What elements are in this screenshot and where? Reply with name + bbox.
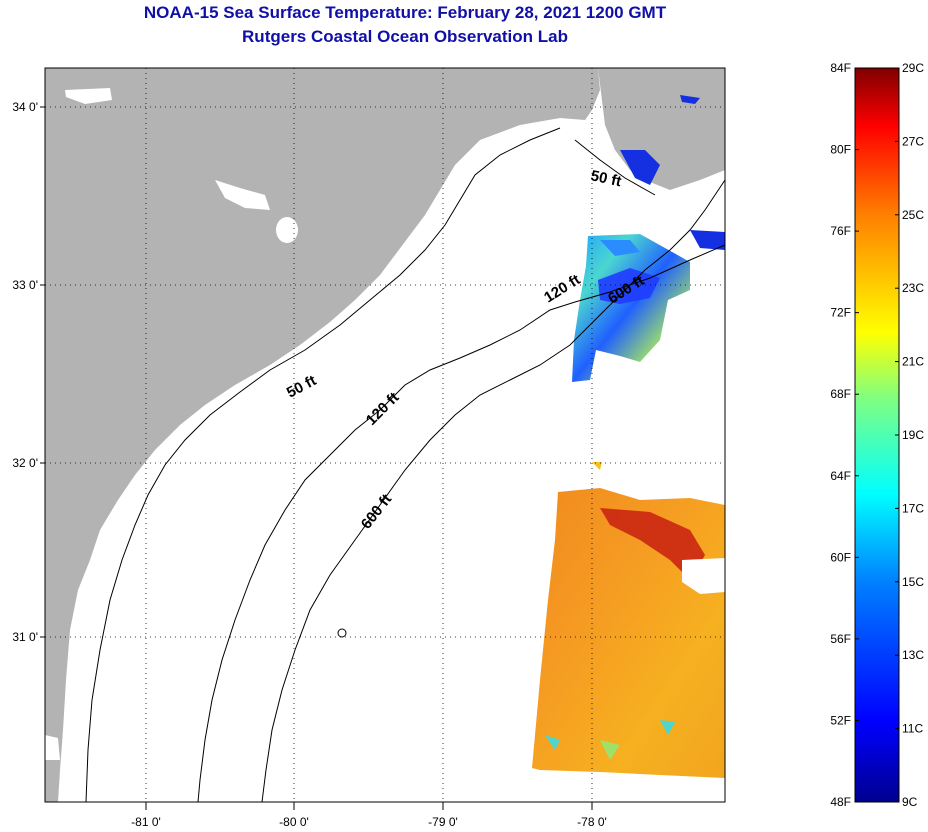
colorbar-c-label: 13C <box>902 648 924 662</box>
colorbar-f-label: 60F <box>830 550 851 564</box>
colorbar-c-label: 27C <box>902 134 924 148</box>
lon-tick-label: -81 0' <box>131 815 161 829</box>
graticule <box>45 68 725 802</box>
colorbar-c-label: 23C <box>902 281 924 295</box>
contour-120ft <box>197 244 725 802</box>
contour-50ft <box>85 127 561 802</box>
colorbar-f-label: 48F <box>830 795 851 809</box>
colorbar-c-label: 15C <box>902 575 924 589</box>
colorbar-c-label: 19C <box>902 428 924 442</box>
map-frame <box>44 67 726 803</box>
lon-tick-label: -78 0' <box>577 815 607 829</box>
lon-tick-label: -80 0' <box>279 815 309 829</box>
land-mass <box>45 68 600 802</box>
colorbar-c-label: 25C <box>902 208 924 222</box>
colorbar-f-label: 68F <box>830 387 851 401</box>
colorbar-c-label: 29C <box>902 61 924 75</box>
contour-600ft <box>261 179 725 802</box>
colorbar-f-label: 56F <box>830 632 851 646</box>
colorbar-f-label: 52F <box>830 713 851 727</box>
colorbar-f-label: 76F <box>830 224 851 238</box>
lat-tick-label: 33 0' <box>12 278 38 292</box>
colorbar-c-label: 21C <box>902 355 924 369</box>
map-subtitle: Rutgers Coastal Ocean Observation Lab <box>242 27 568 46</box>
lat-tick-label: 31 0' <box>12 630 38 644</box>
colorbar-f-label: 72F <box>830 306 851 320</box>
colorbar-fahrenheit-labels: 84F 80F 76F 72F 68F 64F 60F 56F 52F 48F <box>830 61 859 809</box>
lat-tick-label: 32 0' <box>12 456 38 470</box>
lat-tick-label: 34 0' <box>12 100 38 114</box>
sst-patch-north <box>572 234 690 382</box>
map-title: NOAA-15 Sea Surface Temperature: Februar… <box>143 3 667 22</box>
colorbar-c-label: 11C <box>902 722 923 736</box>
colorbar-c-label: 17C <box>902 501 924 515</box>
colorbar <box>854 67 900 803</box>
colorbar-f-label: 84F <box>830 61 851 75</box>
colorbar-celsius-labels: 29C 27C 25C 23C 21C 19C 17C 15C 13C 11C 9C <box>895 61 924 809</box>
contour-label-50ft: 50 ft <box>589 167 623 190</box>
lon-tick-label: -79 0' <box>428 815 458 829</box>
colorbar-c-label: 9C <box>902 795 918 809</box>
colorbar-f-label: 80F <box>830 143 851 157</box>
colorbar-f-label: 64F <box>830 469 851 483</box>
